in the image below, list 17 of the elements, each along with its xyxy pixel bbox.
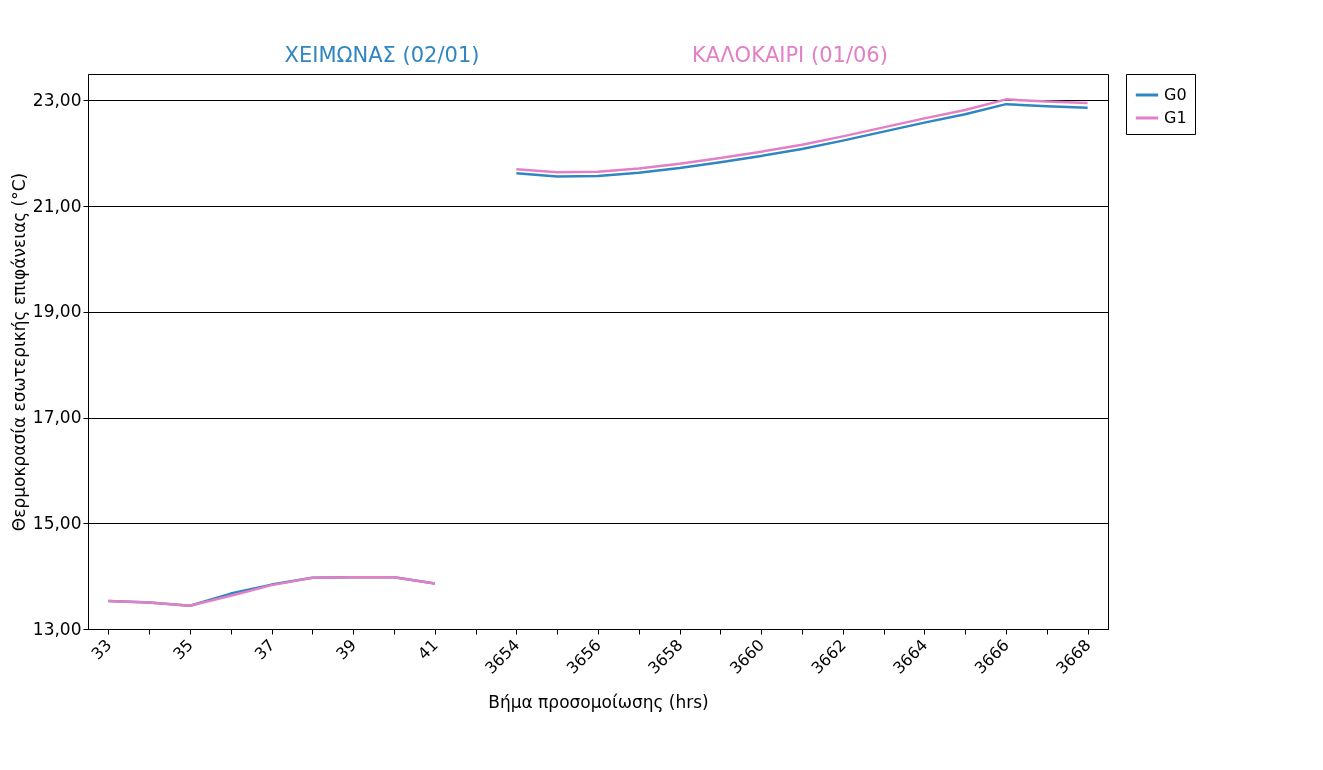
legend-label: G0 xyxy=(1164,85,1187,104)
legend-label: G1 xyxy=(1164,108,1187,127)
y-tick-label: 15,00 xyxy=(32,512,82,533)
y-tick-label: 13,00 xyxy=(32,618,82,639)
x-tick-label: 41 xyxy=(413,635,442,664)
x-axis-title: Βήμα προσομοίωσης (hrs) xyxy=(488,691,709,712)
text: ΚΑΛΟΚΑΙΡΙ (01/06) xyxy=(692,43,888,67)
x-tick-label: 35 xyxy=(169,635,197,664)
x-tick-label: 33 xyxy=(87,635,116,664)
y-tick-label: 21,00 xyxy=(32,195,82,216)
y-tick-label: 19,00 xyxy=(32,301,82,322)
y-tick-label: 23,00 xyxy=(32,89,82,110)
y-axis-title: Θερμοκρασία εσωτερικής επιφάνειας (°C) xyxy=(8,172,29,532)
x-tick-label: 37 xyxy=(250,635,279,664)
x-tick-label: 39 xyxy=(332,635,361,664)
y-tick-label: 17,00 xyxy=(32,407,82,428)
text: ΧΕΙΜΩΝΑΣ (02/01) xyxy=(284,43,480,67)
